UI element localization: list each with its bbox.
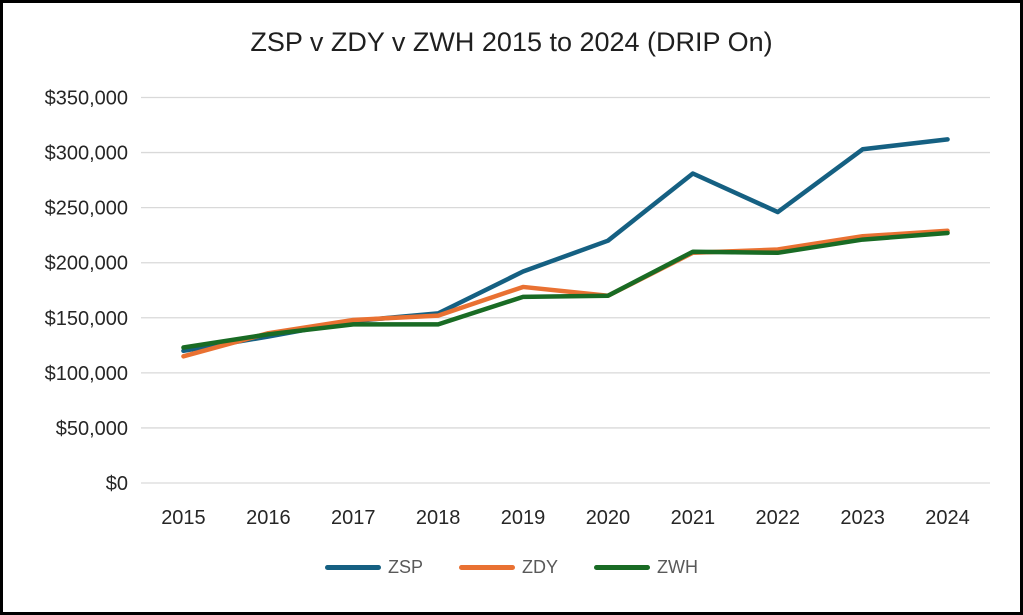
x-axis-tick-label: 2018 — [416, 507, 461, 529]
legend-swatch-zwh-line-icon — [594, 565, 651, 570]
legend-item-zwh: ZWH — [594, 557, 698, 578]
legend-swatch-zdy-line-icon — [459, 565, 516, 570]
x-axis-tick-label: 2017 — [331, 507, 376, 529]
y-axis-tick-label: $250,000 — [45, 198, 128, 220]
chart-legend: ZSP ZDY ZWH — [3, 557, 1020, 578]
x-axis-tick-label: 2016 — [246, 507, 291, 529]
series-line-zdy — [181, 228, 950, 359]
line-chart-plot-area: $0 $50,000 $100,000 $150,000 $200,000 $250,00… — [45, 88, 990, 529]
legend-label-zwh: ZWH — [657, 557, 698, 577]
y-axis-tick-label: $150,000 — [45, 308, 128, 330]
y-axis-tick-label: $50,000 — [56, 418, 128, 440]
legend-label-zsp: ZSP — [388, 557, 424, 577]
y-axis-tick-label: $200,000 — [45, 253, 128, 275]
x-axis-tick-label: 2020 — [586, 507, 631, 529]
y-axis-tick-label: $100,000 — [45, 363, 128, 385]
x-axis-tick-label: 2015 — [161, 507, 206, 529]
legend-swatch-zsp-line-icon — [325, 565, 381, 570]
y-axis-tick-label: $0 — [106, 473, 128, 495]
x-axis-tick-label: 2021 — [671, 507, 716, 529]
y-axis-tick-label: $350,000 — [45, 88, 128, 110]
y-axis-tick-label: $300,000 — [45, 143, 128, 165]
x-axis-tick-label: 2023 — [840, 507, 885, 529]
x-axis-tick-label: 2024 — [925, 507, 970, 529]
chart-title: ZSP v ZDY v ZWH 2015 to 2024 (DRIP On) — [250, 27, 773, 57]
legend-item-zdy: ZDY — [459, 557, 558, 578]
legend-label-zdy: ZDY — [522, 557, 559, 577]
series-line-zwh — [181, 230, 950, 350]
legend-item-zsp: ZSP — [325, 557, 423, 578]
x-axis-tick-label: 2019 — [501, 507, 546, 529]
x-axis-tick-label: 2022 — [756, 507, 801, 529]
